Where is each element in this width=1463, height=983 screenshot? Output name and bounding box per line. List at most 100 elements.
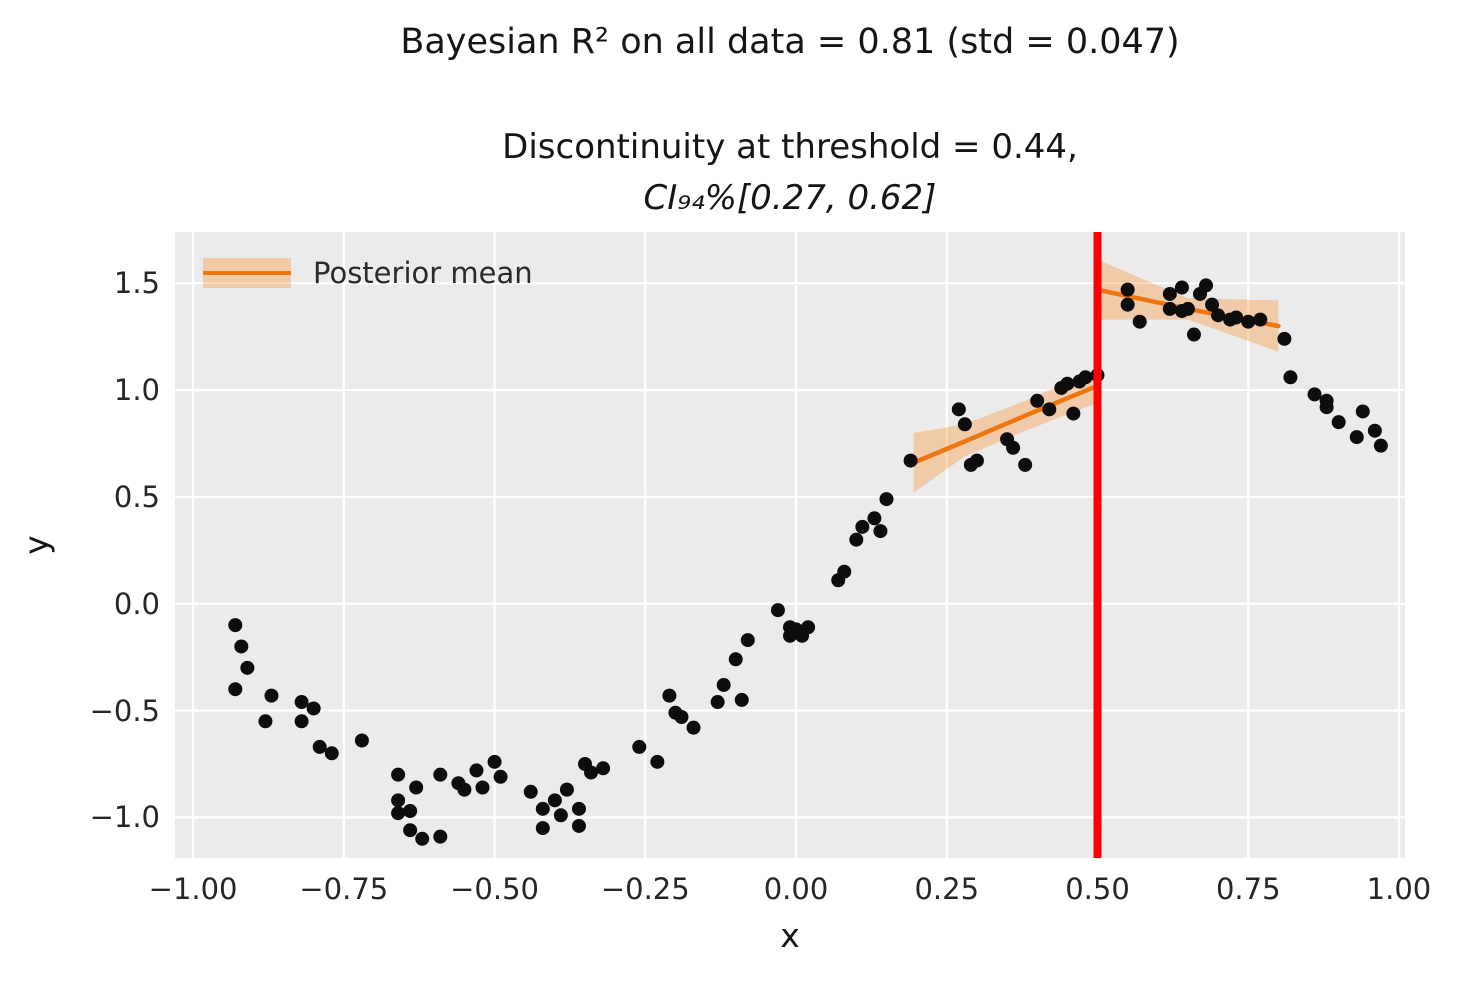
x-tick-label: −0.75 <box>299 872 389 906</box>
data-point <box>1174 280 1189 295</box>
x-tick-label: 0.25 <box>914 872 980 906</box>
data-point <box>1030 393 1045 408</box>
confidence-band <box>913 368 1098 493</box>
data-point <box>662 688 677 703</box>
axes-title-line1: Discontinuity at threshold = 0.44, <box>502 127 1078 167</box>
data-point <box>1018 457 1033 472</box>
data-point <box>354 733 369 748</box>
data-point <box>957 417 972 432</box>
data-point <box>873 524 888 539</box>
plot-canvas <box>175 232 1405 858</box>
data-point <box>535 801 550 816</box>
x-tick-label: −1.00 <box>148 872 238 906</box>
y-tick-label: 1.5 <box>113 266 160 301</box>
data-point <box>535 821 550 836</box>
data-point <box>1241 314 1256 329</box>
data-point <box>951 402 966 417</box>
data-point <box>1186 327 1201 342</box>
data-point <box>728 652 743 667</box>
data-point <box>1006 440 1021 455</box>
data-point <box>716 677 731 692</box>
data-point <box>433 829 448 844</box>
data-point <box>650 754 665 769</box>
axes-title-line2: CI₉₄%[0.27, 0.62] <box>643 178 937 218</box>
data-point <box>294 695 309 710</box>
data-point <box>1229 310 1244 325</box>
data-point <box>553 808 568 823</box>
data-point <box>1060 376 1075 391</box>
data-point <box>1319 400 1334 415</box>
y-tick-label: 0.5 <box>113 479 160 514</box>
data-point <box>240 660 255 675</box>
data-point <box>571 801 586 816</box>
posterior-mean-legend-swatch <box>203 258 291 288</box>
data-point <box>1042 402 1057 417</box>
data-point <box>1367 423 1382 438</box>
data-point <box>258 714 273 729</box>
plot-area: Posterior mean <box>175 232 1405 858</box>
data-point <box>391 767 406 782</box>
data-point <box>409 780 424 795</box>
data-point <box>867 511 882 526</box>
data-point <box>1307 387 1322 402</box>
data-point <box>264 688 279 703</box>
data-point <box>1199 278 1214 293</box>
data-point <box>1066 406 1081 421</box>
data-point <box>415 831 430 846</box>
data-point <box>1120 282 1135 297</box>
data-point <box>710 695 725 710</box>
data-point <box>632 739 647 754</box>
data-point <box>469 763 484 778</box>
x-tick-label: 0.00 <box>763 872 829 906</box>
y-axis-label: y <box>16 535 56 555</box>
x-tick-label: 0.50 <box>1065 872 1130 906</box>
data-point <box>855 519 870 534</box>
posterior-mean-line-icon <box>203 271 291 275</box>
data-point <box>969 453 984 468</box>
data-point <box>1283 370 1298 385</box>
data-point <box>1277 331 1292 346</box>
data-point <box>1355 404 1370 419</box>
data-point <box>1120 297 1135 312</box>
data-point <box>228 618 243 633</box>
figure-title: Bayesian R² on all data = 0.81 (std = 0.… <box>400 22 1180 62</box>
data-point <box>1162 301 1177 316</box>
data-point <box>879 492 894 507</box>
data-point <box>1253 312 1268 327</box>
data-point <box>571 818 586 833</box>
data-point <box>903 453 918 468</box>
data-point <box>433 767 448 782</box>
data-point <box>547 793 562 808</box>
legend-label: Posterior mean <box>313 256 533 290</box>
data-point <box>234 639 249 654</box>
data-point <box>1211 308 1226 323</box>
x-axis-label: x <box>780 916 800 955</box>
y-tick-label: 0.0 <box>113 586 160 621</box>
data-point <box>770 603 785 618</box>
x-tick-label: 1.00 <box>1366 872 1432 906</box>
data-point <box>1373 438 1388 453</box>
y-tick-label: −0.5 <box>89 693 160 728</box>
data-point <box>1078 370 1093 385</box>
y-tick-label: −1.0 <box>89 800 160 835</box>
posterior-mean-left <box>911 383 1100 465</box>
data-point <box>493 769 508 784</box>
data-point <box>523 784 538 799</box>
data-point <box>475 780 490 795</box>
data-point <box>403 823 418 838</box>
x-tick-label: −0.25 <box>600 872 690 906</box>
x-tick-label: −0.50 <box>450 872 539 906</box>
data-point <box>228 682 243 697</box>
data-point <box>1205 297 1220 312</box>
data-point <box>391 806 406 821</box>
data-point <box>487 754 502 769</box>
data-point <box>1180 301 1195 316</box>
data-point <box>849 532 864 547</box>
data-point <box>1132 314 1147 329</box>
data-point <box>734 692 749 707</box>
data-point <box>312 739 327 754</box>
data-point <box>674 709 689 724</box>
data-point <box>324 746 339 761</box>
x-tick-label: 0.75 <box>1215 872 1281 906</box>
